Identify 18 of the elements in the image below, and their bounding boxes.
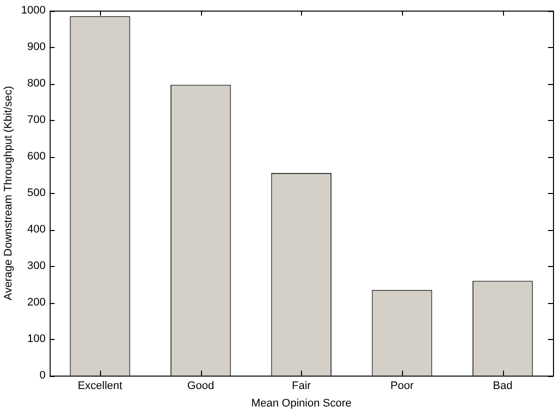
x-tick-label: Poor [390,380,414,392]
y-tick-label: 1000 [21,4,46,17]
x-axis-title: Mean Opinion Score [251,397,352,410]
y-tick-label: 500 [27,187,46,200]
y-tick-label: 800 [27,78,46,90]
y-tick-label: 700 [27,114,46,126]
x-tick-label: Bad [492,380,512,392]
x-tick-label: Good [187,380,214,392]
y-tick-label: 200 [27,296,46,309]
y-axis-title: Average Downstream Throughput (Kbit/sec) [2,86,15,300]
y-tick-label: 600 [27,150,46,163]
x-tick-label: Fair [292,380,312,392]
x-tick-label: Excellent [78,380,122,392]
y-tick-label: 900 [27,41,46,54]
y-tick-label: 300 [27,260,46,272]
y-tick-label: 400 [27,224,46,236]
y-tick-label: 0 [40,370,46,382]
y-tick-label: 100 [27,333,46,346]
